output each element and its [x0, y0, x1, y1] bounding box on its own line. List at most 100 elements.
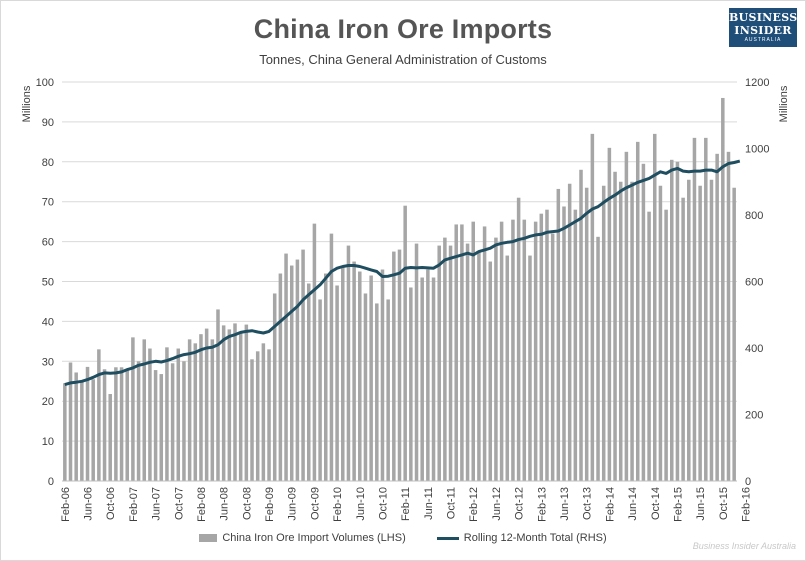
bar [709, 179, 714, 481]
bar [244, 324, 249, 481]
bar [176, 348, 181, 481]
bar [346, 245, 351, 481]
bar [341, 265, 345, 481]
bar [97, 349, 101, 481]
bar [284, 253, 288, 481]
y-right-tick-label: 0 [745, 476, 751, 488]
line-series [64, 159, 741, 387]
y-right-tick-label: 800 [745, 210, 763, 222]
bar [573, 209, 578, 481]
x-tick-label: Jun-08 [219, 487, 231, 521]
x-tick-label: Jun-10 [355, 487, 367, 521]
bar [601, 185, 606, 482]
legend-swatch-bars [199, 534, 218, 543]
bar [386, 299, 390, 481]
bar [324, 273, 328, 481]
bar [318, 299, 322, 481]
x-tick-label: Oct-06 [105, 487, 117, 520]
y-right-tick-label: 1200 [745, 77, 769, 89]
bar [726, 151, 731, 481]
bar [85, 366, 90, 481]
bar [443, 237, 447, 481]
y-left-tick-label: 30 [42, 356, 54, 368]
legend-label-line: Rolling 12-Month Total (RHS) [463, 532, 607, 545]
bar [550, 233, 555, 481]
x-tick-label: Feb-12 [468, 487, 480, 522]
bar [125, 369, 129, 481]
bar [613, 171, 617, 481]
x-tick-label: Jun-13 [559, 487, 571, 521]
bar [460, 224, 464, 481]
bar [295, 259, 300, 481]
x-tick-label: Feb-06 [60, 487, 72, 522]
bar [312, 223, 317, 481]
bar [74, 372, 78, 481]
bar [238, 333, 243, 481]
rolling-total-line [64, 159, 741, 387]
y-right-axis-title: Millions [778, 85, 790, 122]
x-tick-label: Oct-15 [718, 487, 730, 520]
bar [63, 383, 67, 481]
x-tick-label: Feb-13 [536, 487, 548, 522]
bar [448, 245, 453, 481]
axes: 0102030405060708090100020040060080010001… [21, 77, 790, 522]
x-tick-label: Oct-07 [173, 487, 185, 520]
y-left-tick-label: 60 [42, 237, 54, 249]
bar [409, 287, 413, 481]
bar [114, 367, 118, 481]
bar [170, 363, 175, 481]
bar [494, 237, 498, 481]
bar [477, 251, 481, 481]
bar [556, 188, 561, 481]
bar [664, 209, 668, 481]
bar [289, 265, 294, 481]
bar [652, 133, 657, 481]
bar [335, 285, 339, 481]
x-tick-label: Feb-10 [332, 487, 344, 522]
y-left-tick-label: 40 [42, 316, 54, 328]
bar [641, 163, 646, 482]
bar [363, 293, 368, 481]
x-tick-label: Feb-07 [128, 487, 140, 522]
y-right-tick-label: 1000 [745, 144, 769, 156]
bar [392, 251, 396, 481]
bar [698, 185, 702, 482]
bar [528, 255, 532, 481]
y-right-tick-label: 400 [745, 343, 763, 355]
bar [221, 325, 226, 481]
y-left-tick-label: 0 [48, 476, 54, 488]
logo-line-2: INSIDER [734, 24, 792, 37]
x-tick-label: Jun-12 [491, 487, 503, 521]
bar [590, 133, 595, 481]
bar [567, 183, 572, 481]
y-right-tick-label: 600 [745, 277, 763, 289]
bar [522, 219, 527, 481]
chart-subtitle: Tonnes, China General Administration of … [259, 52, 547, 67]
legend-item-bars: China Iron Ore Import Volumes (LHS) [199, 532, 406, 544]
bar [465, 243, 470, 481]
bar [199, 334, 203, 481]
bar [545, 209, 549, 481]
bar [250, 359, 254, 481]
y-left-tick-label: 90 [42, 117, 54, 129]
bar [352, 261, 356, 481]
y-left-tick-label: 70 [42, 197, 54, 209]
bar [635, 141, 640, 481]
x-tick-label: Feb-09 [264, 487, 276, 522]
x-tick-label: Feb-11 [400, 487, 412, 521]
x-tick-label: Feb-08 [196, 487, 208, 522]
bar [584, 187, 589, 482]
x-tick-label: Jun-07 [151, 487, 163, 521]
bar [658, 185, 663, 482]
y-left-tick-label: 80 [42, 157, 54, 169]
bar [102, 369, 107, 481]
bar [505, 255, 510, 481]
x-tick-label: Jun-15 [695, 487, 707, 521]
bar [380, 269, 385, 481]
y-left-tick-label: 10 [42, 436, 54, 448]
bar [681, 197, 685, 481]
bar [227, 329, 232, 481]
x-tick-label: Oct-10 [378, 487, 390, 520]
bar [420, 277, 424, 481]
